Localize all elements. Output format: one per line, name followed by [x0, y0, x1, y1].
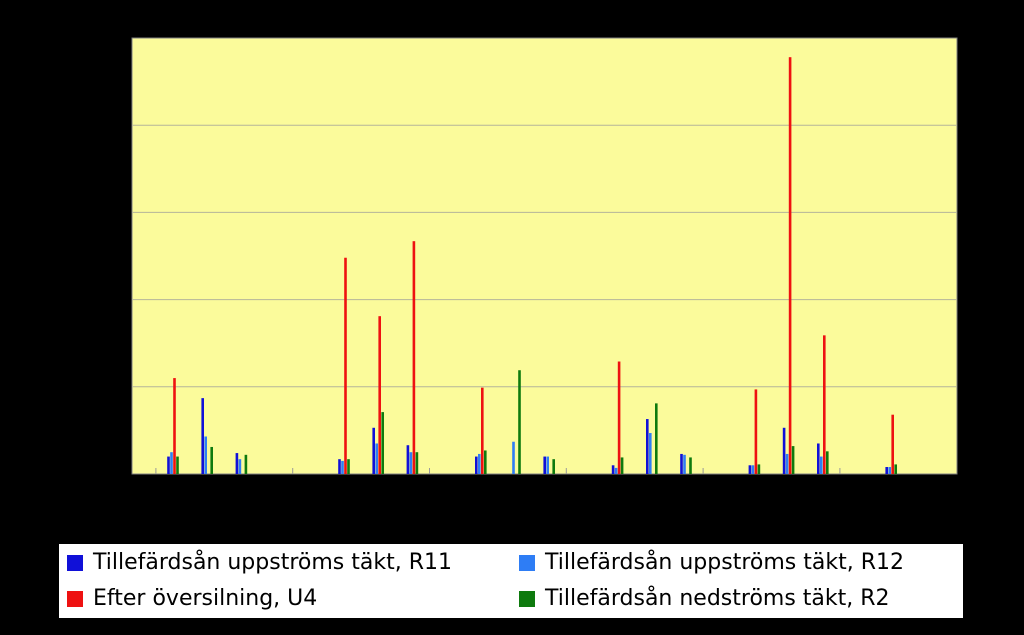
bar [754, 389, 758, 474]
bar [167, 456, 170, 474]
bar [484, 450, 487, 474]
legend-item-r11: Tillefärdsån uppströms täkt, R11 [67, 550, 452, 575]
bar [552, 459, 555, 474]
bar [475, 456, 478, 474]
gridlines [132, 124, 957, 388]
bar [375, 443, 378, 474]
bar [620, 457, 624, 474]
bars [167, 57, 897, 475]
bar [655, 403, 658, 474]
bar [415, 452, 419, 474]
legend-label-r12: Tillefärdsån uppströms täkt, R12 [545, 550, 904, 575]
bar [791, 446, 795, 474]
bar [478, 453, 481, 474]
plot-area [131, 37, 958, 475]
legend-item-r2: Tillefärdsån nedströms täkt, R2 [519, 586, 890, 611]
bar [512, 441, 515, 474]
bar [748, 465, 752, 474]
bar [173, 378, 176, 474]
bar [782, 427, 786, 474]
bar [646, 419, 649, 474]
bar [785, 453, 789, 474]
bar [751, 465, 755, 474]
legend-item-r12: Tillefärdsån uppströms täkt, R12 [519, 550, 904, 575]
bar [683, 454, 686, 474]
bar [885, 467, 888, 474]
bar [372, 427, 375, 474]
bar [820, 456, 823, 474]
bar [689, 457, 692, 474]
bar [826, 451, 829, 474]
legend-label-r11: Tillefärdsån uppströms täkt, R11 [93, 550, 452, 575]
bar [238, 459, 242, 474]
bar [235, 453, 239, 474]
legend-swatch-r11 [67, 554, 83, 571]
bar [680, 453, 683, 474]
bar [381, 412, 384, 474]
bar [378, 316, 381, 474]
bar [341, 460, 344, 474]
bar [543, 456, 546, 474]
bar [617, 361, 621, 474]
bar [406, 445, 410, 474]
bar [649, 433, 652, 474]
bar [244, 454, 248, 474]
bar [888, 467, 891, 474]
bar [344, 257, 347, 474]
bar [546, 456, 549, 474]
legend-item-u4: Efter översilning, U4 [67, 586, 317, 611]
bar [788, 57, 792, 475]
bar [338, 459, 341, 474]
bar [176, 456, 179, 474]
bar [170, 452, 173, 474]
x-axis-ticks [155, 468, 841, 474]
bar [823, 335, 826, 474]
bar [481, 387, 484, 474]
bar [817, 443, 820, 474]
legend-swatch-u4 [67, 590, 83, 607]
bar [412, 241, 416, 474]
bar [204, 436, 207, 474]
bar [614, 467, 618, 474]
bar [891, 414, 894, 474]
legend-label-r2: Tillefärdsån nedströms täkt, R2 [545, 586, 890, 611]
bar [518, 370, 521, 474]
legend-swatch-r12 [519, 554, 535, 571]
bar [201, 398, 204, 474]
legend-swatch-r2 [519, 590, 535, 607]
bar [611, 465, 615, 474]
bar [347, 459, 350, 474]
bar [894, 464, 897, 474]
legend: Tillefärdsån uppströms täkt, R11 Tillefä… [58, 543, 964, 619]
bar [757, 464, 761, 474]
bar [409, 452, 413, 474]
legend-label-u4: Efter översilning, U4 [93, 586, 318, 611]
bar [210, 446, 213, 474]
